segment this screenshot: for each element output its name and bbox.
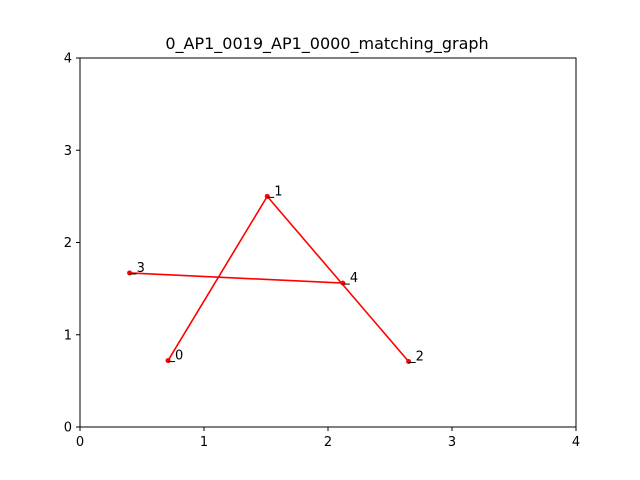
x-axis-ticks: 0 1 2 3 4 — [76, 427, 580, 450]
plot-frame — [79, 57, 577, 428]
node-label-1: 1 — [274, 184, 282, 199]
y-tick-label: 1 — [64, 328, 72, 343]
graph-node-1 — [264, 193, 270, 199]
y-axis-ticks: 0 1 2 3 4 — [64, 52, 80, 436]
node-label-3: 3 — [137, 261, 145, 276]
graph-node-0 — [165, 358, 171, 364]
y-tick-label: 0 — [64, 421, 72, 436]
graph-edge-1-2 — [266, 195, 410, 363]
graph-nodes: 0 1 2 3 4 — [127, 184, 424, 365]
node-label-0: 0 — [175, 349, 183, 364]
x-tick-label: 1 — [200, 435, 208, 450]
chart-title: 0_AP1_0019_AP1_0000_matching_graph — [165, 34, 488, 54]
node-label-4: 4 — [350, 271, 358, 286]
graph-edge-0-1 — [167, 195, 268, 361]
node-label-2: 2 — [416, 350, 424, 365]
y-tick-label: 2 — [64, 236, 72, 251]
x-tick-label: 0 — [76, 435, 84, 450]
y-tick-label: 3 — [64, 144, 72, 159]
x-tick-label: 3 — [448, 435, 456, 450]
graph-node-2 — [406, 359, 412, 365]
x-tick-label: 2 — [324, 435, 332, 450]
graph-edge-3-4 — [129, 272, 343, 284]
x-tick-label: 4 — [572, 435, 580, 450]
graph-edges — [129, 195, 410, 363]
graph-node-3 — [127, 270, 133, 276]
y-tick-label: 4 — [64, 52, 72, 67]
graph-node-4 — [340, 280, 346, 286]
